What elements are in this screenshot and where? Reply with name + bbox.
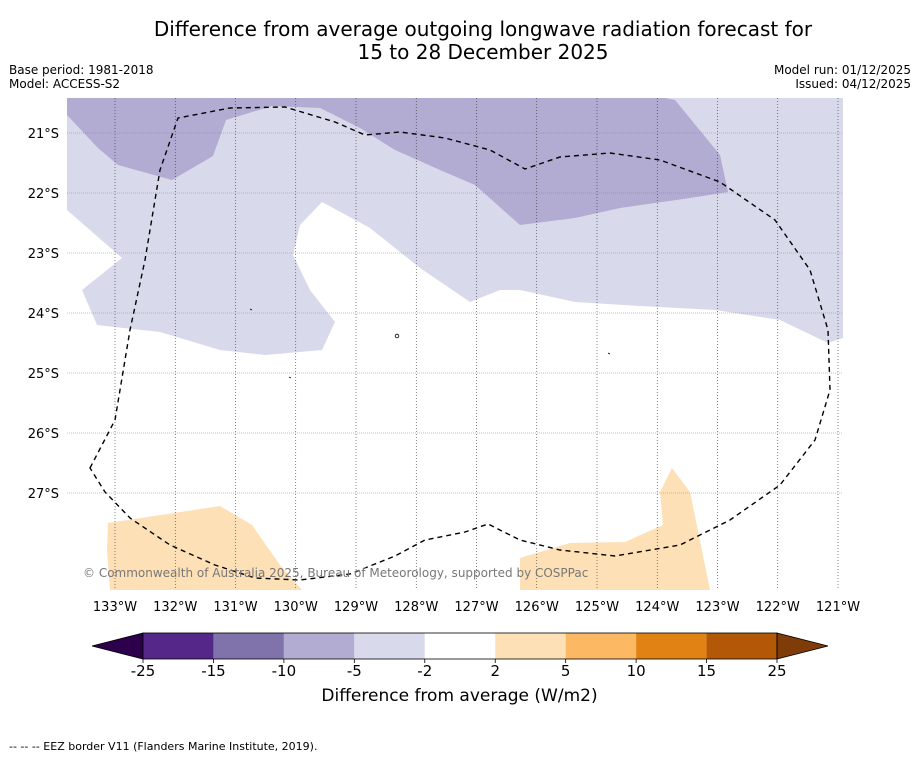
- colorbar-tick-label: -10: [272, 662, 297, 680]
- lon-label: 129°W: [334, 600, 378, 615]
- olr-patch-positive-west: [107, 506, 302, 590]
- title-line-1: Difference from average outgoing longwav…: [153, 17, 813, 41]
- colorbar-bin: [424, 633, 496, 659]
- lon-label: 130°W: [274, 600, 318, 615]
- colorbar-tick-label: 25: [767, 662, 786, 680]
- longitude-labels: 133°W 132°W 131°W 130°W 129°W 128°W 127°W 126°W…: [93, 600, 860, 615]
- colorbar-bin: [495, 633, 566, 659]
- lon-label: 126°W: [515, 600, 559, 615]
- latitude-labels: 21°S 22°S 23°S 24°S 25°S 26°S 27°S: [28, 127, 59, 502]
- colorbar-bin: [636, 633, 707, 659]
- colorbar-bin: [143, 633, 214, 659]
- title-line-2: 15 to 28 December 2025: [357, 40, 609, 64]
- lon-label: 121°W: [816, 600, 860, 615]
- colorbar-bin: [213, 633, 284, 659]
- colorbar-tick-label: 5: [561, 662, 571, 680]
- issued-date: Issued: 04/12/2025: [795, 77, 911, 91]
- eez-footnote: -- -- -- EEZ border V11 (Flanders Marine…: [9, 740, 318, 753]
- colorbar-tick-label: 15: [697, 662, 716, 680]
- lon-label: 131°W: [213, 600, 257, 615]
- olr-patch-positive-east: [520, 468, 710, 590]
- colorbar-tick-label: -2: [417, 662, 432, 680]
- colorbar-bin: [354, 633, 425, 659]
- colorbar-tick-label: -25: [131, 662, 156, 680]
- lon-label: 123°W: [695, 600, 739, 615]
- lat-label: 27°S: [28, 487, 59, 502]
- lat-label: 24°S: [28, 307, 59, 322]
- map-title: Difference from average outgoing longwav…: [0, 18, 919, 64]
- colorbar-tick-labels: -25 -15 -10 -5 -2 2 5 10 15 25: [131, 659, 787, 680]
- lat-label: 25°S: [28, 367, 59, 382]
- lon-label: 128°W: [394, 600, 438, 615]
- small-contour-artifacts: [249, 308, 611, 379]
- map-panel: © Commonwealth of Australia 2025, Bureau…: [67, 98, 843, 590]
- lat-label: 26°S: [28, 427, 59, 442]
- gridlines: [67, 98, 843, 590]
- colorbar-bin: [565, 633, 637, 659]
- base-period: Base period: 1981-2018: [9, 63, 154, 77]
- meta-left: Base period: 1981-2018 Model: ACCESS-S2: [9, 63, 154, 91]
- lon-label: 132°W: [153, 600, 197, 615]
- lat-label: 22°S: [28, 187, 59, 202]
- eez-border: [89, 106, 831, 581]
- colorbar-tick-label: -15: [201, 662, 226, 680]
- lat-label: 21°S: [28, 127, 59, 142]
- model-run: Model run: 01/12/2025: [773, 63, 911, 77]
- map-copyright: © Commonwealth of Australia 2025, Bureau…: [83, 566, 588, 580]
- lon-label: 122°W: [756, 600, 800, 615]
- colorbar-bin: [706, 633, 777, 659]
- colorbar-tick-label: 10: [627, 662, 646, 680]
- lon-label: 125°W: [575, 600, 619, 615]
- lat-label: 23°S: [28, 247, 59, 262]
- colorbar-extend-max: [776, 632, 829, 660]
- colorbar-label: Difference from average (W/m2): [321, 686, 598, 706]
- colorbar-tick-label: -5: [347, 662, 362, 680]
- lon-label: 127°W: [454, 600, 498, 615]
- model-name: Model: ACCESS-S2: [9, 77, 121, 91]
- colorbar-extend-min: [91, 632, 144, 660]
- colorbar-tick-label: 2: [490, 662, 500, 680]
- olr-band-mid-negative: [67, 98, 728, 225]
- lon-label: 124°W: [635, 600, 679, 615]
- colorbar-bin: [283, 633, 355, 659]
- lon-label: 133°W: [93, 600, 137, 615]
- colorbar-frame: [142, 632, 778, 660]
- meta-right: Model run: 01/12/2025 Issued: 04/12/2025: [774, 63, 911, 91]
- colorbar: [91, 632, 829, 660]
